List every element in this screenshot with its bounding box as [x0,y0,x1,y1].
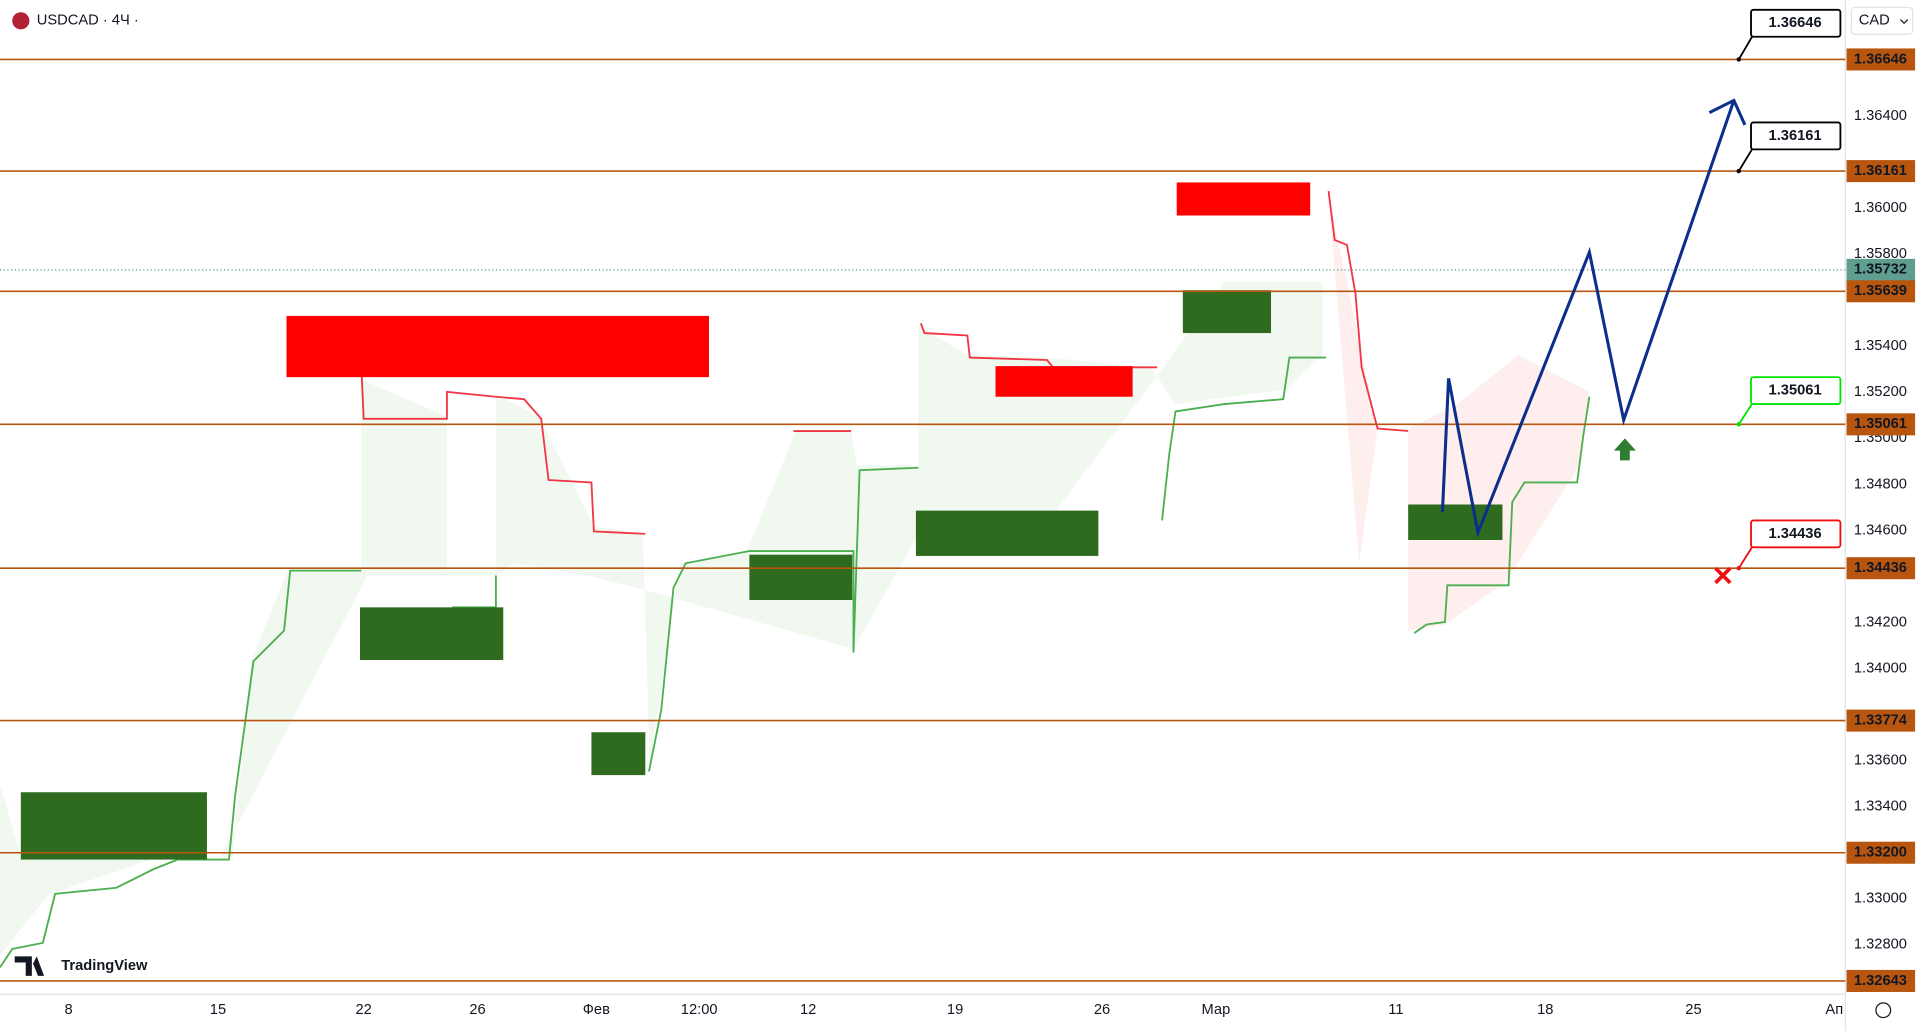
time-tick-label: Фев [583,1002,610,1018]
buy-arrow [1613,438,1636,461]
demand-zone [20,792,207,860]
time-tick-label: 12:00 [681,1002,718,1018]
level-label: 1.35061 [1854,416,1907,432]
demand-zone [915,510,1099,556]
level-label: 1.36161 [1854,163,1907,179]
time-tick-label: 26 [469,1002,485,1018]
price-tick-label: 1.34200 [1854,614,1907,630]
projection-arrow [1708,98,1747,126]
callout-anchor [1736,565,1741,571]
level-box [1846,280,1916,303]
trailing-stop [1327,190,1409,432]
price-tick-label: 1.34600 [1854,522,1907,538]
price-tick-label: 1.34800 [1854,476,1907,492]
price-tick-label: 1.36400 [1854,108,1907,124]
time-tick-label: 11 [1388,1002,1403,1018]
callout-label: 1.35061 [1769,382,1822,398]
price-tick-label: 1.35200 [1854,384,1907,400]
time-tick-label: Ап [1825,1002,1843,1018]
trend-fill [0,281,1323,956]
demand-zone [360,607,504,660]
demand-zone [1182,290,1272,334]
level-box [1846,48,1916,71]
dropdown-icon [1899,19,1909,25]
time-tick-label: 26 [1094,1002,1110,1018]
trailing-stop [360,364,646,535]
level-box [1846,160,1916,183]
level-label: 1.33774 [1854,712,1908,728]
trend-fill [1328,195,1590,631]
callout-leader [1738,401,1755,425]
settings-icon[interactable] [1875,1002,1892,1019]
time-tick-label: Мар [1202,1002,1231,1018]
callout-box [1750,8,1842,38]
price-tick-label: 1.35400 [1854,338,1907,354]
callout-box [1750,121,1842,151]
price-tick-label: 1.33600 [1854,753,1907,769]
price-tick-label: 1.34000 [1854,660,1907,676]
callout-anchor [1736,422,1741,427]
brand: TradingView [61,958,148,974]
time-tick-label: 22 [356,1002,372,1018]
callout-box [1750,519,1842,549]
callout-label: 1.34436 [1769,526,1822,542]
supply-zone [995,366,1133,397]
callout-box [1750,376,1842,406]
flag-icon [12,12,30,30]
stop-mark [1714,566,1732,585]
level-box [1846,841,1916,864]
level-box [1846,969,1916,992]
level-box [1846,413,1916,436]
callout-label: 1.36646 [1769,15,1822,31]
level-label: 1.33200 [1854,845,1907,861]
supply-zone [286,315,709,378]
time-tick-label: 18 [1537,1002,1553,1018]
level-box [1846,709,1916,732]
time-tick-label: 19 [947,1002,963,1018]
callout-leader [1737,544,1755,569]
callout-anchor [1736,168,1741,174]
price-tick-label: 1.36000 [1854,200,1907,216]
currency[interactable]: CAD [1859,13,1890,29]
supply-zone [1176,182,1311,216]
level-label: 1.35639 [1854,283,1907,299]
trailing-stop [1161,356,1327,521]
trailing-stop [1413,396,1591,634]
current-price-label: 1.35732 [1854,262,1907,278]
level-box [1846,557,1916,580]
level-label: 1.34436 [1854,560,1907,576]
level-label: 1.32643 [1854,973,1907,989]
price-tick-label: 1.32800 [1854,937,1907,953]
callout-label: 1.36161 [1769,128,1822,144]
currency-button[interactable] [1850,6,1914,35]
demand-zone [749,554,853,600]
time-tick-label: 8 [64,1002,72,1018]
price-tick-label: 1.33400 [1854,799,1907,815]
time-tick-label: 12 [800,1002,816,1018]
demand-zone [591,732,646,776]
callout-leader [1737,146,1755,172]
current-price-box [1846,258,1916,281]
price-tick-label: 1.35800 [1854,246,1907,262]
price-tick-label: 1.33000 [1854,891,1907,907]
trailing-stop [648,466,919,772]
brand-logo [14,956,45,976]
time-tick-label: 15 [210,1002,226,1018]
callout-anchor [1736,57,1741,62]
symbol[interactable]: USDCAD · 4Ч · [37,13,139,29]
callout-leader [1737,33,1755,60]
level-label: 1.36646 [1854,51,1907,67]
projection-path [1440,99,1736,539]
time-tick-label: 25 [1685,1002,1701,1018]
